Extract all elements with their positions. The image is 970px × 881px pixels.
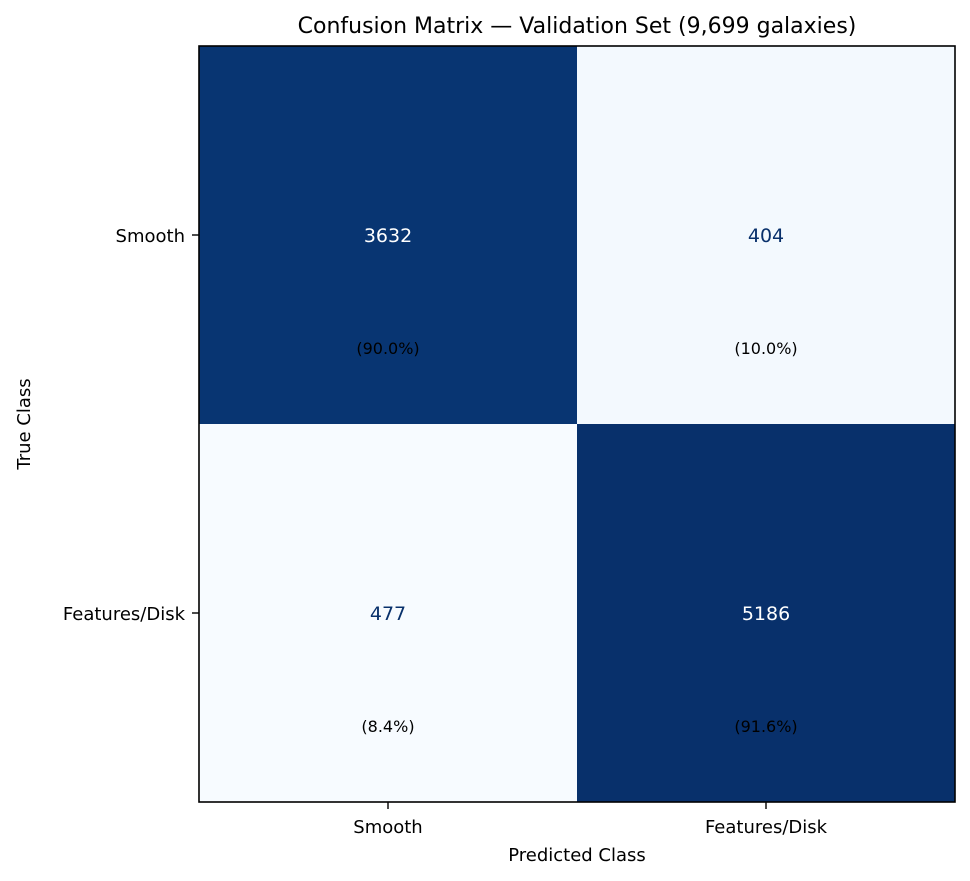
cell-features-disk-features-disk [577,424,955,802]
cell-percent-label: (91.6%) [734,717,797,736]
y-axis-ticks: Smooth Features/Disk [63,226,199,625]
plot-frame [198,45,956,803]
cell-count-label: 404 [748,225,784,247]
cell-smooth-smooth [199,46,577,424]
x-axis-label: Predicted Class [508,845,646,866]
x-tick-label-features-disk: Features/Disk [705,817,828,838]
cell-percent-label: (8.4%) [361,717,414,736]
cell-count-label: 477 [370,603,406,625]
cell-count-label: 5186 [742,603,790,625]
x-axis-ticks: Smooth Features/Disk [353,802,828,838]
y-tick-label-features-disk: Features/Disk [63,604,186,625]
cell-count-label: 3632 [364,225,412,247]
y-axis-label: True Class [14,378,35,470]
chart-title: Confusion Matrix — Validation Set (9,699… [298,14,857,39]
y-tick-label-smooth: Smooth [116,226,185,247]
x-tick-label-smooth: Smooth [353,817,422,838]
cell-smooth-features-disk [577,46,955,424]
heatmap-cells [199,46,955,802]
cell-features-disk-smooth [199,424,577,802]
cell-labels: 3632 (90.0%) 404 (10.0%) 477 (8.4%) 5186 (91.6%… [356,225,797,736]
cell-percent-label: (10.0%) [734,339,797,358]
cell-percent-label: (90.0%) [356,339,419,358]
